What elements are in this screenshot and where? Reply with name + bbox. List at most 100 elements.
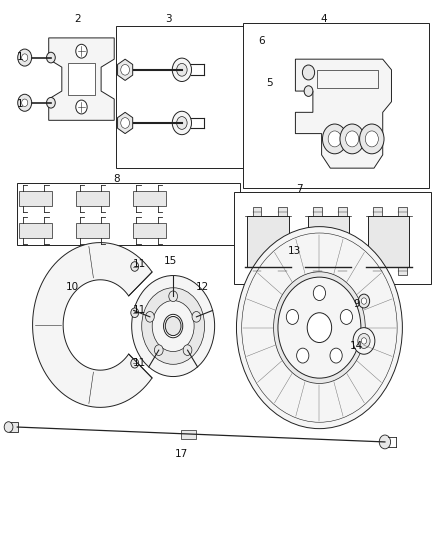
Circle shape	[46, 52, 55, 63]
Circle shape	[172, 111, 191, 135]
Circle shape	[361, 338, 367, 344]
Bar	[133, 223, 166, 238]
Circle shape	[358, 294, 370, 308]
Polygon shape	[32, 243, 152, 407]
Polygon shape	[307, 216, 349, 266]
Bar	[338, 207, 347, 216]
Bar	[317, 70, 378, 88]
Bar	[253, 207, 261, 216]
Circle shape	[177, 117, 187, 130]
Circle shape	[76, 100, 87, 114]
Circle shape	[155, 345, 163, 356]
Circle shape	[145, 311, 154, 322]
Bar	[373, 266, 382, 275]
Circle shape	[360, 124, 384, 154]
Bar	[373, 207, 382, 216]
Bar	[19, 223, 52, 238]
Circle shape	[278, 277, 361, 378]
Bar	[9, 422, 18, 432]
Polygon shape	[117, 59, 133, 80]
Circle shape	[358, 334, 370, 349]
Text: 5: 5	[266, 78, 272, 88]
Circle shape	[18, 49, 32, 66]
Circle shape	[304, 86, 313, 96]
Text: 11: 11	[133, 305, 146, 315]
Circle shape	[4, 422, 13, 432]
Text: 17: 17	[175, 449, 188, 458]
Circle shape	[131, 262, 139, 271]
Text: 2: 2	[74, 14, 81, 25]
Bar	[313, 266, 321, 275]
Circle shape	[307, 313, 332, 343]
Circle shape	[313, 286, 325, 301]
Circle shape	[46, 98, 55, 108]
Text: 15: 15	[163, 256, 177, 266]
Bar	[19, 191, 52, 206]
Text: 8: 8	[113, 174, 120, 184]
Circle shape	[297, 348, 309, 363]
Circle shape	[131, 308, 139, 318]
Circle shape	[346, 131, 359, 147]
Circle shape	[365, 131, 378, 147]
Circle shape	[361, 298, 367, 304]
Polygon shape	[247, 216, 289, 266]
Text: 13: 13	[287, 246, 301, 255]
Circle shape	[172, 58, 191, 82]
Polygon shape	[117, 112, 133, 134]
Circle shape	[165, 317, 181, 336]
Bar	[234, 192, 431, 284]
Circle shape	[177, 63, 187, 76]
Text: 11: 11	[133, 358, 146, 368]
Circle shape	[76, 44, 87, 58]
Text: 1: 1	[17, 99, 24, 109]
Circle shape	[340, 124, 364, 154]
Bar	[278, 207, 287, 216]
Bar	[180, 430, 196, 439]
Bar	[76, 223, 109, 238]
Bar	[399, 207, 407, 216]
Bar	[68, 63, 95, 95]
Text: 11: 11	[133, 259, 146, 269]
Circle shape	[237, 227, 403, 429]
Circle shape	[131, 359, 139, 368]
Bar	[253, 266, 261, 275]
Circle shape	[340, 310, 353, 325]
Polygon shape	[295, 59, 392, 168]
Text: 4: 4	[321, 14, 327, 25]
Bar	[17, 182, 240, 245]
Circle shape	[330, 348, 342, 363]
Circle shape	[169, 291, 177, 302]
Bar	[243, 23, 429, 188]
Bar	[133, 191, 166, 206]
Circle shape	[121, 64, 130, 75]
Circle shape	[353, 328, 375, 354]
Text: 3: 3	[166, 14, 172, 25]
Circle shape	[142, 288, 205, 365]
Polygon shape	[368, 216, 410, 266]
Circle shape	[18, 94, 32, 111]
Circle shape	[21, 99, 28, 107]
Polygon shape	[49, 38, 114, 120]
Circle shape	[183, 345, 192, 356]
Circle shape	[152, 301, 194, 352]
Text: 6: 6	[258, 36, 265, 45]
Bar	[399, 266, 407, 275]
Text: 9: 9	[353, 298, 360, 309]
Circle shape	[379, 435, 391, 449]
Bar	[117, 26, 245, 168]
Text: 10: 10	[66, 282, 79, 292]
Circle shape	[286, 310, 299, 325]
Circle shape	[192, 311, 201, 322]
Text: 12: 12	[196, 282, 209, 292]
Bar	[338, 266, 347, 275]
Bar	[313, 207, 321, 216]
Circle shape	[132, 276, 215, 376]
Circle shape	[322, 124, 347, 154]
Text: 7: 7	[297, 184, 303, 195]
Text: 1: 1	[17, 52, 24, 61]
Bar	[278, 266, 287, 275]
Circle shape	[274, 272, 365, 383]
Circle shape	[328, 131, 341, 147]
Circle shape	[21, 54, 28, 61]
Circle shape	[121, 118, 130, 128]
